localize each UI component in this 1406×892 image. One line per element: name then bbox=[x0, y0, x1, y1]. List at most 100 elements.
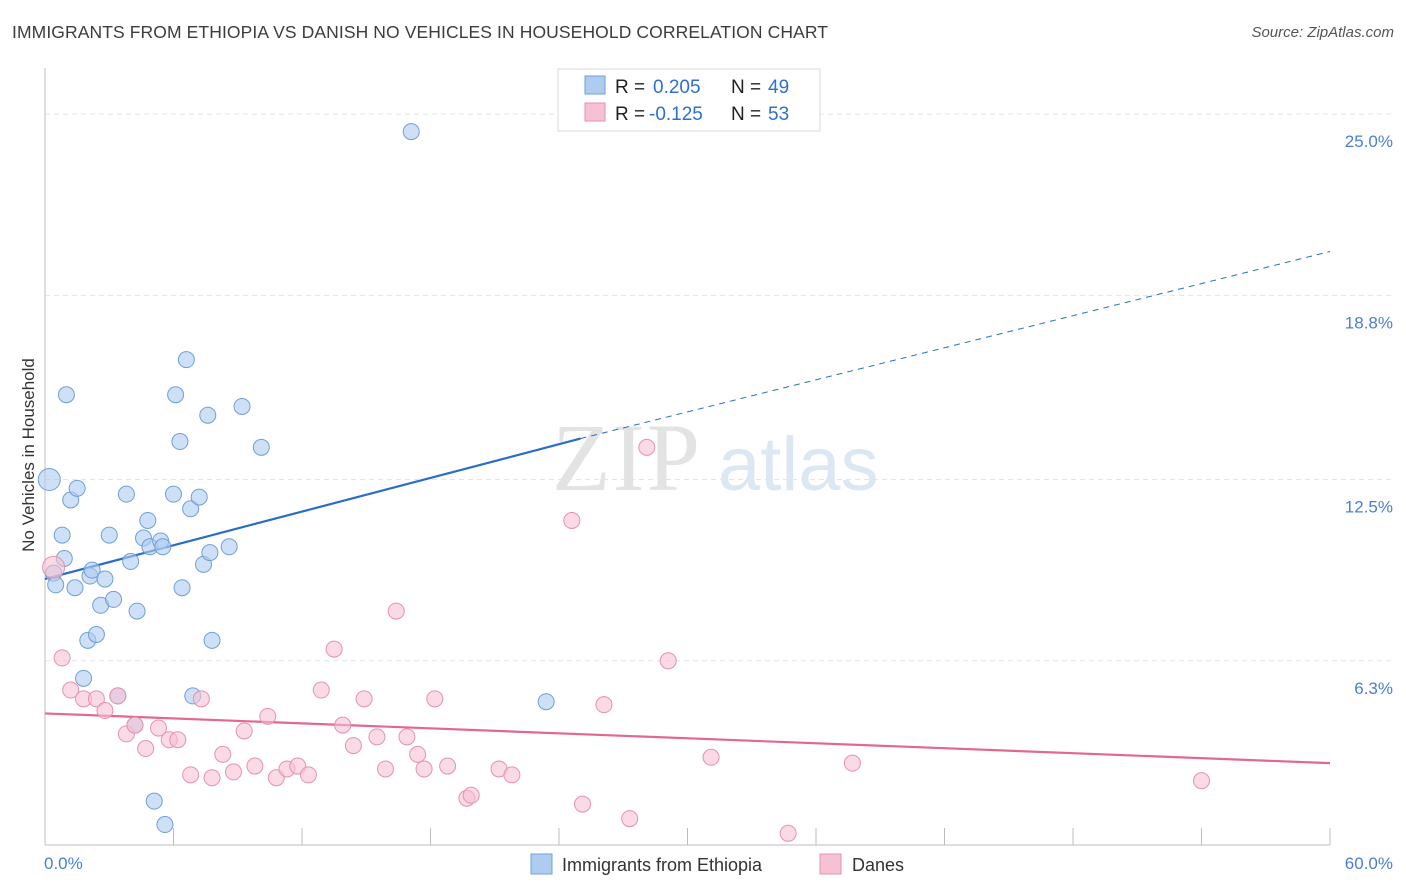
danes-point bbox=[344, 737, 362, 755]
danes-point bbox=[563, 511, 581, 529]
danes-point bbox=[53, 649, 71, 667]
danes-point bbox=[621, 810, 639, 828]
legend-label-ethiopia: Immigrants from Ethiopia bbox=[562, 855, 763, 875]
axes bbox=[44, 68, 1331, 846]
chart-source: Source: ZipAtlas.com bbox=[1251, 24, 1394, 41]
x-tick-label: 60.0% bbox=[1345, 854, 1393, 873]
watermark-zip: ZIP bbox=[552, 404, 702, 511]
danes-point bbox=[224, 763, 242, 781]
danes-point bbox=[355, 690, 373, 708]
data-points bbox=[37, 123, 1210, 842]
danes-point bbox=[42, 555, 66, 579]
chart-title: IMMIGRANTS FROM ETHIOPIA VS DANISH NO VE… bbox=[12, 22, 829, 42]
ethiopia-point bbox=[252, 438, 270, 456]
ethiopia-point bbox=[177, 351, 195, 369]
danes-point bbox=[192, 690, 210, 708]
ethiopia-point bbox=[100, 526, 118, 544]
gridlines bbox=[45, 113, 1392, 662]
ethiopia-point bbox=[190, 488, 208, 506]
danes-point bbox=[109, 687, 127, 705]
legend-swatch-ethiopia bbox=[530, 853, 553, 875]
legend-n-label: N = bbox=[731, 104, 761, 125]
ethiopia-point bbox=[117, 485, 135, 503]
danes-point bbox=[299, 766, 317, 784]
ethiopia-point bbox=[537, 693, 555, 711]
ethiopia-point bbox=[156, 816, 174, 834]
y-axis-label: No Vehicles in Household bbox=[19, 358, 38, 552]
danes-point bbox=[235, 722, 253, 740]
correlation-legend: R = 0.205 N = 49 R = -0.125 N = 53 bbox=[557, 68, 821, 132]
ethiopia-point bbox=[165, 485, 182, 503]
watermark-atlas: atlas bbox=[718, 422, 879, 507]
danes-point bbox=[96, 702, 114, 720]
danes-point bbox=[387, 602, 405, 620]
danes-point bbox=[659, 652, 677, 670]
danes-point bbox=[843, 754, 861, 772]
legend-r-value: 0.205 bbox=[653, 77, 701, 98]
danes-point bbox=[259, 707, 277, 725]
danes-point bbox=[1193, 772, 1210, 790]
danes-point bbox=[779, 824, 797, 842]
ethiopia-point bbox=[154, 538, 172, 556]
danes-point bbox=[426, 690, 444, 708]
danes-point bbox=[574, 795, 592, 813]
danes-point bbox=[214, 745, 232, 763]
danes-point bbox=[638, 438, 656, 456]
ethiopia-point bbox=[145, 792, 163, 810]
legend-n-value: 53 bbox=[768, 104, 789, 125]
ethiopia-trend-extension bbox=[580, 251, 1331, 440]
ethiopia-point bbox=[139, 511, 157, 529]
danes-point bbox=[702, 748, 720, 766]
danes-point bbox=[203, 769, 221, 787]
legend-label-danes: Danes bbox=[852, 855, 904, 875]
danes-point bbox=[595, 696, 613, 714]
danes-point bbox=[137, 740, 155, 758]
danes-trend-line bbox=[44, 712, 1331, 765]
ethiopia-point bbox=[87, 625, 105, 643]
danes-point bbox=[62, 681, 80, 699]
legend-r-value: -0.125 bbox=[649, 104, 703, 125]
ethiopia-point bbox=[128, 602, 146, 620]
ethiopia-point bbox=[96, 570, 114, 588]
danes-point bbox=[462, 786, 480, 804]
ethiopia-point bbox=[47, 576, 65, 594]
danes-point bbox=[398, 728, 416, 746]
ethiopia-point bbox=[173, 579, 191, 597]
danes-point bbox=[150, 719, 168, 737]
ethiopia-point bbox=[122, 552, 140, 570]
ethiopia-point bbox=[402, 123, 420, 141]
watermark: ZIP atlas bbox=[552, 404, 879, 511]
ethiopia-point bbox=[53, 526, 71, 544]
ethiopia-point bbox=[57, 386, 75, 404]
ethiopia-point bbox=[201, 544, 219, 562]
legend-n-value: 49 bbox=[768, 77, 789, 98]
ethiopia-point bbox=[199, 406, 217, 424]
ethiopia-point bbox=[68, 479, 86, 497]
ethiopia-point bbox=[66, 579, 84, 597]
danes-point bbox=[169, 731, 187, 749]
ethiopia-point bbox=[167, 386, 185, 404]
danes-point bbox=[439, 757, 457, 775]
ethiopia-point bbox=[182, 500, 200, 518]
ethiopia-point bbox=[83, 561, 101, 579]
y-tick-label: 25.0% bbox=[1345, 132, 1393, 151]
legend-r-label: R = bbox=[615, 77, 645, 98]
legend-r-label: R = bbox=[615, 104, 645, 125]
y-tick-label: 18.8% bbox=[1345, 313, 1393, 332]
series-legend: Immigrants from Ethiopia Danes bbox=[530, 853, 904, 875]
danes-point bbox=[312, 681, 330, 699]
legend-n-label: N = bbox=[731, 77, 761, 98]
danes-point bbox=[377, 760, 395, 778]
tick-labels: 6.3% 12.5% 18.8% 25.0% 0.0% 60.0% bbox=[44, 132, 1393, 873]
danes-point bbox=[368, 728, 386, 746]
ethiopia-point bbox=[220, 538, 238, 556]
danes-point bbox=[325, 640, 343, 658]
danes-point bbox=[409, 745, 427, 763]
danes-point bbox=[415, 760, 433, 778]
y-tick-label: 6.3% bbox=[1354, 679, 1393, 698]
x-tick-label: 0.0% bbox=[44, 854, 83, 873]
danes-point bbox=[182, 766, 200, 784]
ethiopia-point bbox=[75, 669, 93, 687]
ethiopia-point bbox=[105, 590, 123, 608]
